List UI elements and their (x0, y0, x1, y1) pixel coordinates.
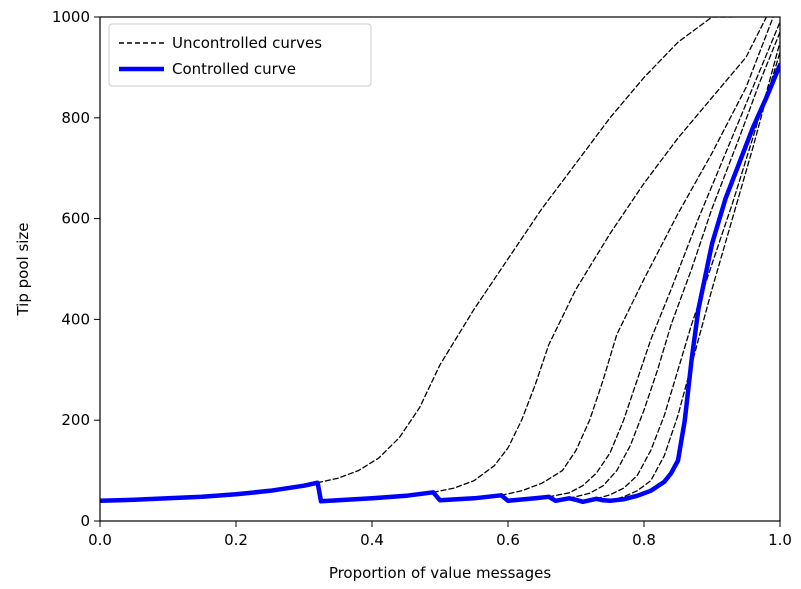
x-axis-ticks: 0.0 0.2 0.4 0.6 0.8 1.0 (88, 521, 792, 549)
x-tick-label: 1.0 (768, 531, 792, 549)
uncontrolled-curve-line-3 (548, 21, 780, 498)
uncontrolled-curve-line-5 (595, 41, 780, 500)
uncontrolled-curve-line-0 (316, 17, 734, 484)
uncontrolled-series-group (316, 17, 780, 502)
x-tick-label: 0.8 (632, 531, 656, 549)
x-tick-label: 0.2 (224, 531, 248, 549)
uncontrolled-curve-line-2 (500, 17, 774, 496)
x-tick-label: 0.6 (496, 531, 520, 549)
controlled-curve-line (100, 62, 780, 505)
x-tick-label: 0.4 (360, 531, 384, 549)
y-axis-ticks: 0 200 400 600 800 1000 (52, 8, 100, 530)
y-tick-label: 1000 (52, 8, 90, 26)
y-tick-label: 400 (61, 310, 90, 328)
uncontrolled-curve-line-6 (609, 51, 780, 502)
legend-label-uncontrolled: Uncontrolled curves (172, 34, 322, 52)
y-tick-label: 0 (80, 512, 90, 530)
x-axis-label: Proportion of value messages (329, 564, 552, 582)
y-tick-label: 800 (61, 109, 90, 127)
y-tick-label: 200 (61, 411, 90, 429)
controlled-series-group (100, 62, 780, 505)
x-tick-label: 0.0 (88, 531, 112, 549)
legend-box (108, 23, 372, 87)
uncontrolled-curve-line-4 (568, 31, 780, 499)
uncontrolled-curve-line-1 (432, 17, 768, 493)
legend-label-controlled: Controlled curve (172, 60, 296, 78)
legend: Uncontrolled curves Controlled curve (108, 23, 372, 87)
y-axis-label: Tip pool size (14, 222, 32, 316)
plot-frame (99, 16, 781, 522)
y-tick-label: 600 (61, 210, 90, 228)
